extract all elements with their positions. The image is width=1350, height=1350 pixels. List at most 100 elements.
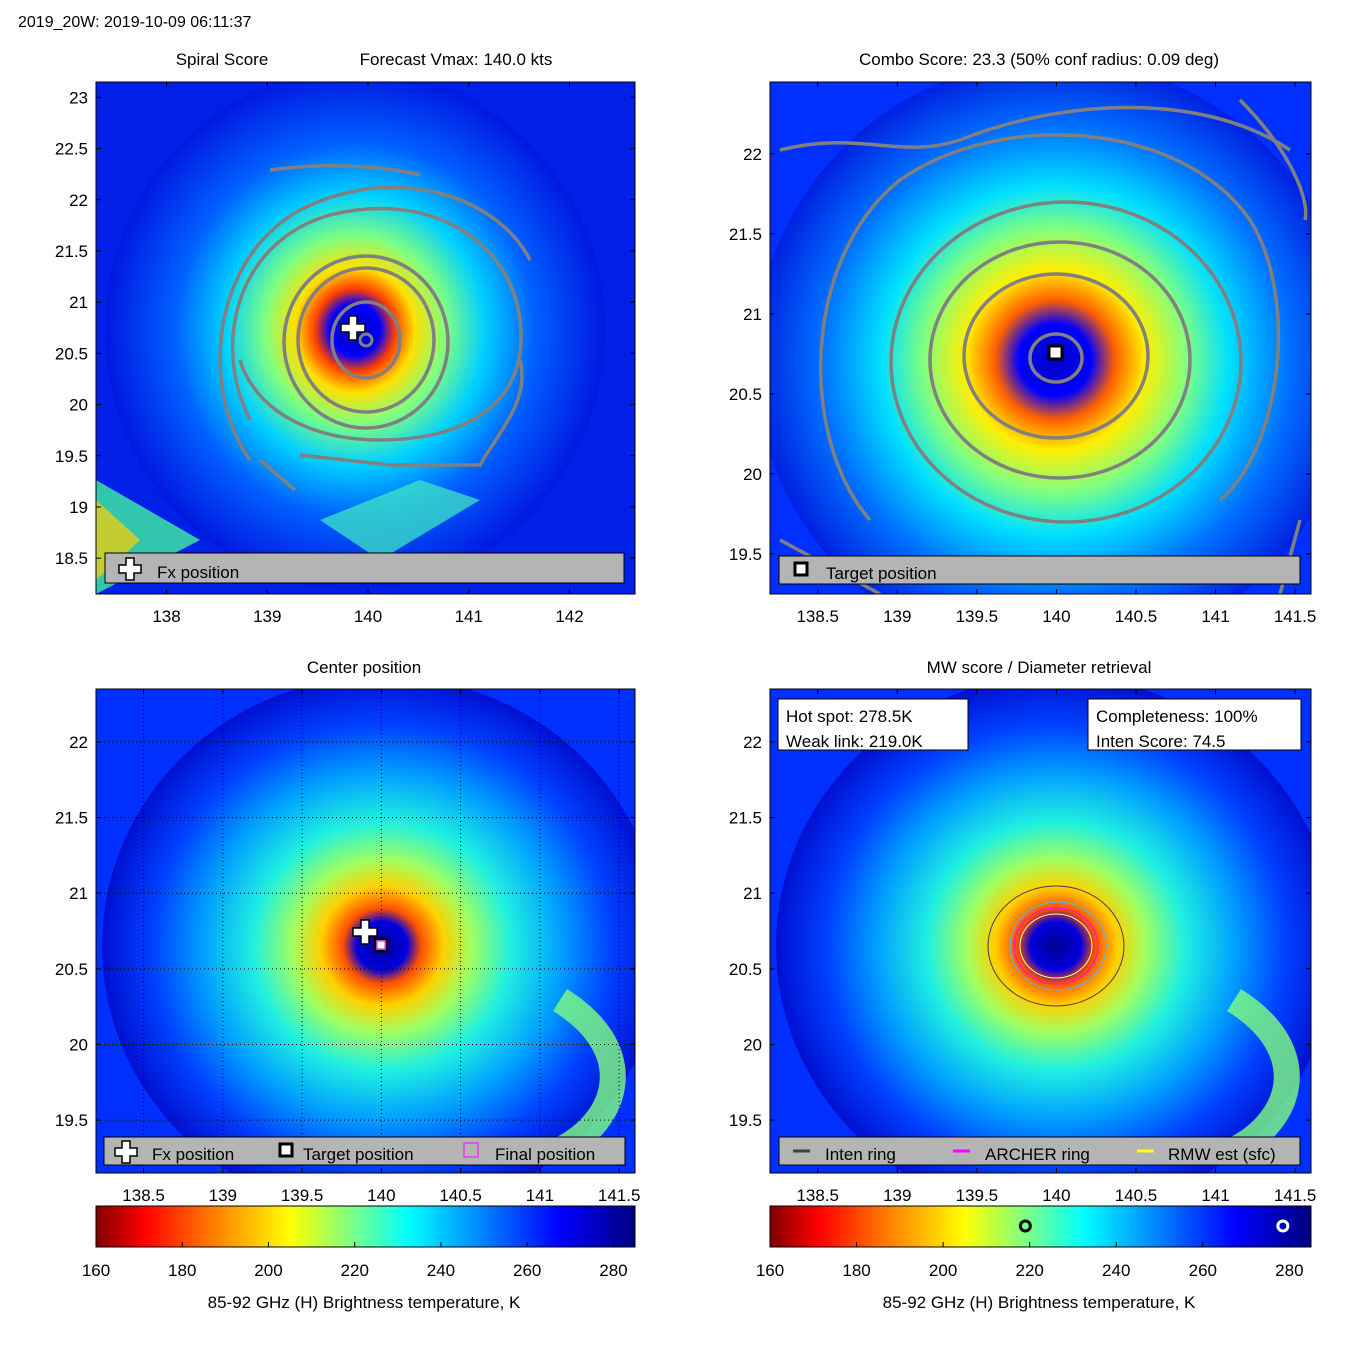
x-tick-label: 139 bbox=[883, 1186, 911, 1205]
colorbar-tick-label: 280 bbox=[1275, 1261, 1303, 1280]
y-tick-label: 21 bbox=[743, 305, 762, 324]
spiral-center-marker bbox=[358, 332, 374, 348]
colorbar-markers bbox=[1018, 1219, 1290, 1233]
legend-target-label: Target position bbox=[826, 564, 937, 583]
colorbar-tick-label: 180 bbox=[842, 1261, 870, 1280]
x-tick-label: 139.5 bbox=[956, 607, 999, 626]
colorbar-left-ticks: 160 180 200 220 240 260 280 bbox=[82, 1242, 628, 1280]
spiral-x-ticks: 138 139 140 141 142 bbox=[152, 82, 584, 626]
legend-target-label: Target position bbox=[303, 1145, 414, 1164]
x-tick-label: 139.5 bbox=[281, 1186, 324, 1205]
y-tick-label: 20 bbox=[69, 1035, 88, 1054]
spiral-band-s bbox=[320, 480, 480, 560]
y-tick-label: 20.5 bbox=[55, 960, 88, 979]
x-tick-label: 141 bbox=[1201, 607, 1229, 626]
x-tick-label: 141.5 bbox=[1274, 1186, 1317, 1205]
y-tick-label: 23 bbox=[69, 88, 88, 107]
spiral-score-panel: Spiral Score Forecast Vmax: 140.0 kts 13… bbox=[55, 50, 636, 626]
y-tick-label: 20.5 bbox=[55, 344, 88, 363]
y-tick-label: 21 bbox=[69, 884, 88, 903]
mw-title: MW score / Diameter retrieval bbox=[927, 658, 1152, 677]
y-tick-label: 21.5 bbox=[729, 225, 762, 244]
x-tick-label: 140.5 bbox=[439, 1186, 482, 1205]
legend-fx-icon bbox=[118, 557, 142, 581]
colorbar-tick-label: 180 bbox=[168, 1261, 196, 1280]
x-tick-label: 139.5 bbox=[956, 1186, 999, 1205]
colorbar-tick-label: 160 bbox=[756, 1261, 784, 1280]
y-tick-label: 18.5 bbox=[55, 549, 88, 568]
colorbar-left: 160 180 200 220 240 260 280 85-92 GHz (H) Brig… bbox=[82, 1205, 636, 1312]
legend-target-icon bbox=[793, 561, 809, 577]
y-tick-label: 21.5 bbox=[55, 242, 88, 261]
legend-target-icon bbox=[278, 1142, 294, 1158]
y-tick-label: 19.5 bbox=[55, 447, 88, 466]
center-fx-marker bbox=[352, 919, 378, 945]
x-tick-label: 141.5 bbox=[598, 1186, 641, 1205]
combo-title: Combo Score: 23.3 (50% conf radius: 0.09… bbox=[859, 50, 1219, 69]
y-tick-label: 20 bbox=[69, 396, 88, 415]
x-tick-label: 140.5 bbox=[1115, 607, 1158, 626]
x-tick-label: 140 bbox=[1042, 607, 1070, 626]
combo-x-ticks: 138.5 139 139.5 140 140.5 141 141.5 bbox=[796, 82, 1316, 626]
x-tick-label: 140 bbox=[367, 1186, 395, 1205]
colorbar-tick-label: 260 bbox=[513, 1261, 541, 1280]
legend-fx-label: Fx position bbox=[157, 563, 239, 582]
y-tick-label: 19 bbox=[69, 498, 88, 517]
inten-ring bbox=[987, 885, 1125, 1007]
y-tick-label: 20.5 bbox=[729, 385, 762, 404]
colorbar-tick-label: 160 bbox=[82, 1261, 110, 1280]
target-position-marker bbox=[1047, 344, 1064, 361]
y-tick-label: 19.5 bbox=[729, 1111, 762, 1130]
y-tick-label: 21.5 bbox=[729, 809, 762, 828]
center-legend: Fx position Target position Final positi… bbox=[103, 1136, 626, 1166]
y-tick-label: 21 bbox=[69, 293, 88, 312]
combo-axes bbox=[769, 81, 1312, 595]
combo-score-panel: Combo Score: 23.3 (50% conf radius: 0.09… bbox=[729, 50, 1316, 626]
colorbar-tick-label: 280 bbox=[599, 1261, 627, 1280]
legend-fx-label: Fx position bbox=[152, 1145, 234, 1164]
x-tick-label: 138.5 bbox=[796, 1186, 839, 1205]
weak-link-label: Weak link: 219.0K bbox=[786, 732, 923, 751]
rmw-ring bbox=[1019, 913, 1093, 979]
center-final-marker bbox=[376, 940, 386, 950]
inten-score-label: Inten Score: 74.5 bbox=[1096, 732, 1225, 751]
x-tick-label: 141 bbox=[455, 607, 483, 626]
center-grid bbox=[96, 689, 635, 1173]
center-title: Center position bbox=[307, 658, 421, 677]
x-tick-label: 140 bbox=[1042, 1186, 1070, 1205]
x-tick-label: 140 bbox=[354, 607, 382, 626]
x-tick-label: 141 bbox=[526, 1186, 554, 1205]
combo-y-ticks: 19.5 20 20.5 21 21.5 22 bbox=[729, 145, 1311, 564]
x-tick-label: 141.5 bbox=[1274, 607, 1317, 626]
hot-spot-box: Hot spot: 278.5K Weak link: 219.0K bbox=[777, 698, 969, 751]
center-position-panel: Center position 138.5 139 139.5 140 140.5 141… bbox=[55, 658, 641, 1205]
colorbar-tick-label: 240 bbox=[1102, 1261, 1130, 1280]
x-tick-label: 138 bbox=[152, 607, 180, 626]
x-tick-label: 139 bbox=[209, 1186, 237, 1205]
spiral-axes bbox=[95, 81, 636, 595]
y-tick-label: 20 bbox=[743, 465, 762, 484]
y-tick-label: 20.5 bbox=[729, 960, 762, 979]
hot-spot-marker bbox=[1276, 1219, 1290, 1233]
y-tick-label: 20 bbox=[743, 1035, 762, 1054]
completeness-box: Completeness: 100% Inten Score: 74.5 bbox=[1087, 698, 1302, 751]
mw-field bbox=[776, 689, 1311, 1173]
y-tick-label: 21 bbox=[743, 884, 762, 903]
x-tick-label: 139 bbox=[883, 607, 911, 626]
fx-position-marker bbox=[340, 315, 366, 341]
legend-archer-label: ARCHER ring bbox=[985, 1145, 1090, 1164]
mw-score-panel: MW score / Diameter retrieval 138.5 139 13… bbox=[729, 658, 1317, 1205]
center-axes bbox=[95, 688, 636, 1174]
center-x-ticks: 138.5 139 139.5 140 140.5 141 141.5 bbox=[122, 689, 640, 1205]
spiral-y-ticks: 18.5 19 19.5 20 20.5 21 21.5 22 22.5 23 bbox=[55, 88, 635, 568]
completeness-label: Completeness: 100% bbox=[1096, 707, 1258, 726]
colorbar-tick-label: 200 bbox=[254, 1261, 282, 1280]
spiral-legend: Fx position bbox=[104, 552, 625, 584]
x-tick-label: 140.5 bbox=[1115, 1186, 1158, 1205]
center-target-marker bbox=[373, 937, 389, 953]
legend-final-label: Final position bbox=[495, 1145, 595, 1164]
center-y-ticks: 19.5 20 20.5 21 21.5 22 bbox=[55, 733, 635, 1130]
mw-y-ticks: 19.5 20 20.5 21 21.5 22 bbox=[729, 733, 1311, 1130]
colorbar-right-label: 85-92 GHz (H) Brightness temperature, K bbox=[883, 1293, 1196, 1312]
